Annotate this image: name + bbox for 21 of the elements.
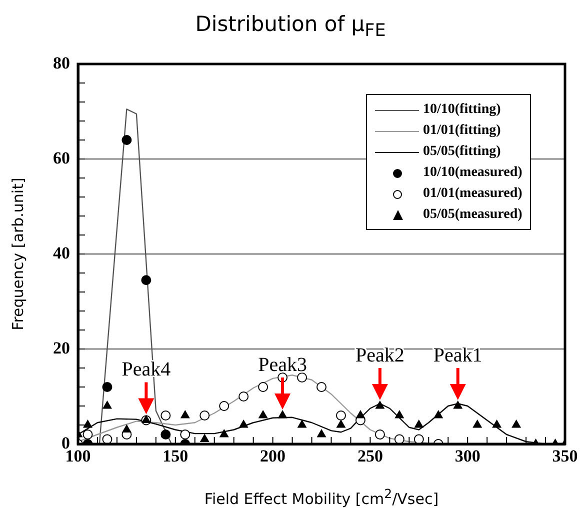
y-tick-label: 60 — [53, 148, 70, 168]
annotation: Peak3 — [258, 354, 307, 376]
x-tick-label: 300 — [454, 446, 480, 466]
x-tick-label: 150 — [162, 446, 188, 466]
legend-label: 10/10(fitting) — [423, 101, 501, 119]
legend-label: 01/01(measured) — [423, 185, 522, 203]
annotation: Peak1 — [433, 344, 482, 366]
y-axis-title: Frequency [arb.unit] — [9, 178, 27, 330]
legend-label: 05/05(measured) — [423, 206, 522, 224]
legend-label: 10/10(measured) — [423, 164, 522, 182]
y-tick-label: 20 — [53, 338, 70, 358]
legend-label: 05/05(fitting) — [423, 143, 501, 161]
legend-label: 01/01(fitting) — [423, 122, 501, 140]
y-tick-label: 40 — [53, 243, 70, 262]
x-tick-label: 250 — [357, 446, 383, 466]
annotation: Peak2 — [355, 344, 404, 366]
x-axis-title: Field Effect Mobility [cm$^{2}$/Vsec] — [203, 486, 440, 508]
y-tick-label: 80 — [53, 53, 70, 72]
x-tick-label: 350 — [552, 446, 578, 466]
chart-title: Distribution of μ$_{FE}$ — [194, 12, 387, 42]
x-tick-label: 200 — [260, 446, 286, 466]
